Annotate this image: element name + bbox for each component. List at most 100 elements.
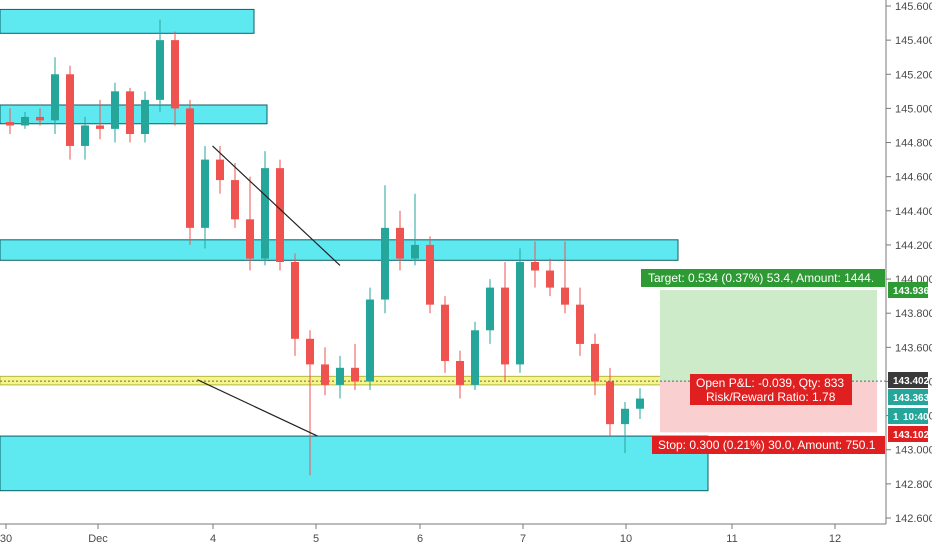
stop-price-tag: 143.102 [888, 426, 930, 442]
candle-body [591, 343, 599, 382]
candle [6, 108, 14, 134]
candle-body [6, 122, 14, 126]
candle [441, 296, 449, 373]
candle-body [216, 159, 224, 181]
candle [321, 347, 329, 396]
candle-body [51, 74, 59, 121]
pnl-label-box: Open P&L: -0.039, Qty: 833 Risk/Reward R… [690, 374, 852, 405]
candle [216, 145, 224, 194]
candle-body [351, 367, 359, 382]
y-tick-label: 145.600 [895, 1, 932, 13]
candle [246, 176, 254, 271]
candle-body [396, 227, 404, 259]
candle-body [456, 360, 464, 385]
candle [636, 388, 644, 420]
candle-body [231, 180, 239, 220]
candle [366, 287, 374, 390]
zone-2 [0, 239, 679, 261]
y-tick-label: 145.200 [895, 69, 932, 81]
candle-body [261, 168, 269, 259]
candle [231, 163, 239, 228]
timer-tag: 1 10:40 [888, 408, 929, 424]
candle [171, 31, 179, 126]
y-tick-label: 142.800 [895, 479, 932, 491]
candle [201, 145, 209, 249]
candle [531, 241, 539, 288]
candle [351, 343, 359, 390]
candle [111, 82, 119, 143]
stop-price-text: 143.102 [893, 430, 930, 441]
candle-body [576, 304, 584, 344]
candle-body [531, 262, 539, 271]
candle [66, 65, 74, 160]
candle-body [606, 381, 614, 425]
target-label: Target: 0.534 (0.37%) 53.4, Amount: 1444… [648, 271, 874, 285]
price-axis[interactable]: 145.600 145.400 145.200 145.000 144.800 144.6… [885, 0, 932, 550]
candle [516, 248, 524, 373]
candle-body [546, 270, 554, 288]
candle-body [126, 91, 134, 134]
y-tick-label: 143.600 [895, 342, 932, 354]
candle [591, 333, 599, 396]
candle-body [21, 116, 29, 126]
x-tick-label: Dec [88, 533, 108, 545]
candle-body [321, 364, 329, 385]
trendline-1 [197, 379, 318, 437]
target-price-tag: 143.936 [888, 282, 930, 298]
time-axis[interactable]: 30 Dec 4 5 6 7 10 11 12 [0, 523, 886, 545]
pnl-label: Open P&L: -0.039, Qty: 833 [696, 376, 844, 390]
candle-body [186, 108, 194, 228]
candle-body [291, 262, 299, 339]
candle [126, 87, 134, 143]
candle [156, 19, 164, 112]
candle [606, 367, 614, 437]
candle [381, 185, 389, 314]
y-tick-label: 142.600 [895, 513, 932, 525]
candle-body [111, 91, 119, 129]
candle-body [201, 159, 209, 228]
stop-label: Stop: 0.300 (0.21%) 30.0, Amount: 750.1 [658, 438, 876, 452]
candle [501, 262, 509, 382]
candle-body [96, 125, 104, 129]
candle-body [411, 244, 419, 259]
candle [261, 151, 269, 266]
x-tick-label: 4 [210, 533, 216, 545]
candle [21, 111, 29, 129]
x-tick-label: 10 [620, 533, 632, 545]
candle-body [486, 287, 494, 331]
y-tick-label: 144.400 [895, 206, 932, 218]
candle-body [306, 338, 314, 365]
target-price-text: 143.936 [893, 286, 930, 297]
candle [561, 241, 569, 314]
candle-body [501, 287, 509, 365]
x-tick-label: 6 [417, 533, 423, 545]
y-tick-label: 143.800 [895, 308, 932, 320]
zone-4 [0, 435, 709, 492]
last-price-tag: 143.363 [888, 389, 930, 405]
candle [141, 91, 149, 143]
zone-3 [0, 375, 693, 386]
timer-text: 10:40 [903, 412, 929, 423]
candle [456, 350, 464, 399]
candle-body [366, 299, 374, 382]
entry-price-text: 143.402 [893, 376, 930, 387]
timer-prefix: 1 [893, 412, 899, 423]
candle-body [171, 40, 179, 109]
rr-label: Risk/Reward Ratio: 1.78 [706, 390, 836, 404]
candle-body [36, 116, 44, 121]
candle-body [336, 367, 344, 385]
y-tick-label: 143.000 [895, 445, 932, 457]
candle [81, 116, 89, 160]
candle [36, 108, 44, 126]
candle [306, 330, 314, 476]
candle-body [381, 227, 389, 300]
candle [276, 159, 284, 271]
x-tick-label: 12 [829, 533, 841, 545]
y-tick-label: 145.400 [895, 35, 932, 47]
candle-body [516, 262, 524, 365]
stop-label-box: Stop: 0.300 (0.21%) 30.0, Amount: 750.1 [652, 436, 885, 454]
zone-layer [0, 8, 709, 492]
candle-body [276, 168, 284, 262]
trendline-layer [197, 145, 341, 437]
